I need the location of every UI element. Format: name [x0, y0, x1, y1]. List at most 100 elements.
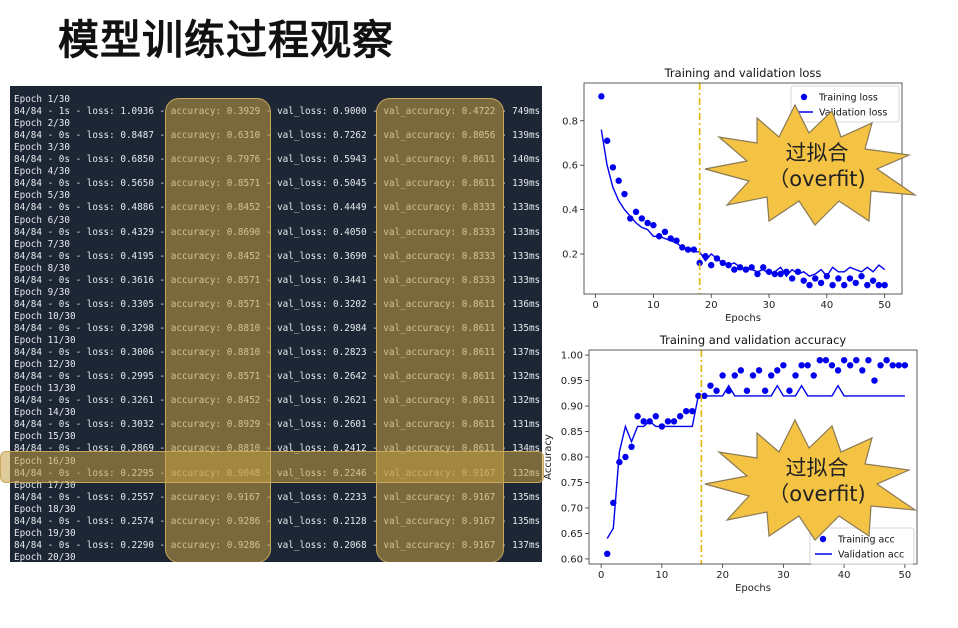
- log-line: Epoch 4/30: [14, 166, 70, 178]
- data-point: [755, 367, 763, 374]
- data-point: [877, 362, 884, 369]
- data-point: [777, 270, 784, 278]
- series-line-1: [606, 384, 905, 539]
- data-point: [834, 367, 842, 374]
- log-line: Epoch 11/30: [14, 335, 76, 346]
- log-line: Epoch 19/30: [14, 527, 76, 539]
- data-point: [780, 362, 787, 369]
- data-point: [760, 264, 767, 271]
- y-tick-label: 0.4: [562, 205, 578, 216]
- overfit-label-bottom: 过拟合 （overfit): [742, 455, 892, 507]
- log-line: Epoch 20/30: [14, 551, 76, 562]
- data-point: [731, 372, 738, 379]
- data-point: [621, 190, 628, 198]
- data-point: [632, 208, 640, 216]
- chart-legend: Training loss Validation loss: [790, 85, 900, 123]
- x-axis-label: Epochs: [725, 313, 761, 324]
- log-line: Epoch 17/30: [14, 479, 76, 491]
- data-point: [768, 372, 775, 379]
- legend-label: Training loss: [818, 93, 878, 104]
- data-point: [835, 275, 842, 282]
- y-tick-label: 0.2: [562, 250, 578, 261]
- data-point: [661, 228, 669, 236]
- log-line: Epoch 1/30: [14, 94, 70, 105]
- data-point: [634, 413, 641, 420]
- data-point: [754, 270, 761, 278]
- data-point: [853, 356, 860, 364]
- data-point: [743, 387, 751, 394]
- overfit-burst-bottom: [704, 418, 918, 541]
- data-point: [604, 550, 611, 558]
- data-point: [859, 367, 866, 374]
- x-tick-label: 20: [705, 300, 718, 311]
- loss-chart: Training and validation loss 0 10 20 30 40 50 0…: [546, 66, 903, 324]
- log-line: Epoch 10/30: [14, 310, 76, 322]
- chart-title: Training and validation loss: [664, 66, 822, 80]
- data-point: [875, 281, 883, 289]
- log-line: Epoch 9/30: [14, 286, 70, 298]
- data-point: [788, 275, 796, 282]
- y-tick-label: 0.65: [561, 529, 583, 540]
- data-point: [713, 387, 720, 394]
- data-point: [864, 281, 871, 289]
- y-tick-label: 1.00: [561, 351, 583, 362]
- x-tick-label: 0: [592, 300, 598, 311]
- data-point: [689, 407, 696, 415]
- x-tick-label: 50: [878, 300, 891, 311]
- data-point: [889, 362, 896, 369]
- log-line: Epoch 14/30: [14, 407, 76, 419]
- x-tick-label: 10: [656, 570, 669, 581]
- data-point: [676, 413, 684, 420]
- overfit-label-top-line2: （overfit): [768, 167, 866, 191]
- data-point: [840, 281, 848, 289]
- chart-legend: Training acc Validation acc: [809, 527, 915, 565]
- data-point: [846, 362, 854, 369]
- accuracy-chart: Training and validation accuracy 0 10 20 30 4…: [543, 333, 918, 594]
- data-point: [622, 453, 629, 461]
- y-tick-label: 0.75: [561, 478, 583, 489]
- data-point: [846, 275, 854, 282]
- y-axis-label: Loss: [546, 178, 549, 200]
- data-point: [603, 137, 611, 144]
- data-point: [598, 93, 605, 100]
- log-line: Epoch 18/30: [14, 503, 76, 515]
- data-point: [804, 362, 811, 369]
- log-line: Epoch 7/30: [14, 238, 70, 250]
- data-point: [650, 221, 657, 229]
- x-tick-label: 40: [820, 300, 833, 311]
- x-tick-label: 20: [716, 570, 729, 581]
- data-point: [806, 281, 813, 289]
- y-tick-label: 0.85: [561, 427, 583, 438]
- data-point: [869, 277, 877, 284]
- val-accuracy-column-highlight: [376, 98, 504, 562]
- data-point: [881, 281, 888, 289]
- training-log-terminal[interactable]: Epoch 1/30 84/84 - 1s - loss: 1.0936 - ac…: [10, 86, 542, 562]
- x-tick-label: 40: [838, 570, 851, 581]
- data-point: [810, 372, 817, 379]
- x-tick-label: 0: [598, 570, 604, 581]
- data-point: [786, 387, 793, 394]
- overfit-label-top: 过拟合 （overfit): [742, 140, 892, 192]
- log-line: Epoch 13/30: [14, 383, 76, 395]
- data-point: [749, 372, 757, 379]
- data-point: [800, 277, 807, 284]
- overfit-burst-top: [704, 103, 918, 226]
- y-tick-label: 0.90: [561, 402, 583, 413]
- y-tick-label: 0.8: [562, 116, 578, 127]
- log-line: Epoch 15/30: [14, 431, 76, 443]
- x-axis-label: Epochs: [735, 583, 771, 594]
- data-point: [638, 215, 646, 222]
- epoch-16-row-highlight: [0, 451, 544, 483]
- data-point: [609, 164, 617, 171]
- data-point: [627, 215, 634, 222]
- data-point: [696, 259, 703, 267]
- data-point: [652, 413, 660, 420]
- data-point: [628, 443, 635, 451]
- accuracy-column-highlight: [165, 98, 271, 562]
- data-point: [852, 279, 859, 287]
- data-point: [822, 356, 830, 364]
- data-point: [761, 387, 769, 394]
- data-point: [816, 356, 824, 364]
- data-point: [858, 273, 865, 280]
- log-line: Epoch 8/30: [14, 262, 70, 274]
